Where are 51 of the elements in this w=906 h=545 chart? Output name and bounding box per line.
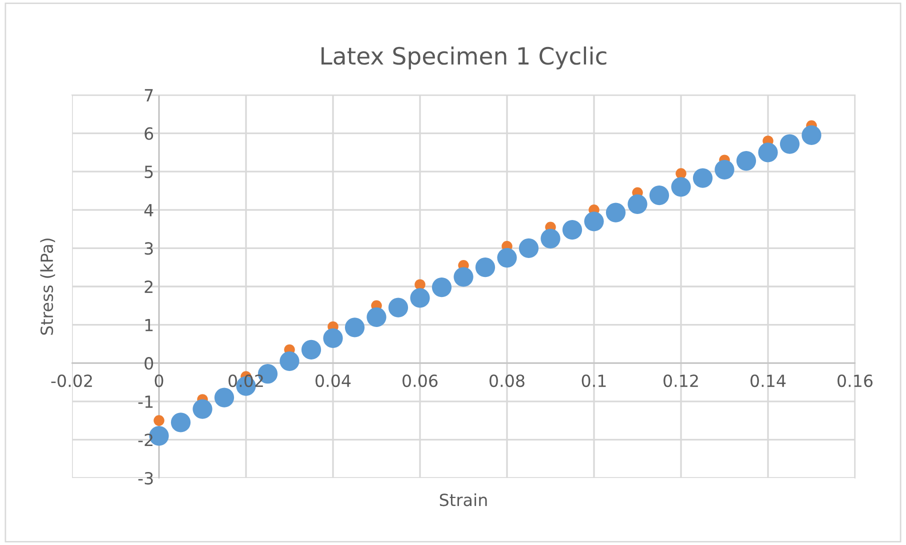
- x-tick-label: 0.1: [582, 374, 606, 388]
- point: [192, 399, 212, 419]
- point: [562, 220, 582, 240]
- point: [758, 142, 778, 162]
- y-tick-label: 1: [145, 318, 153, 332]
- point: [497, 248, 517, 268]
- point: [802, 125, 822, 146]
- x-tick-label: 0.06: [402, 374, 438, 388]
- y-tick-label: 3: [144, 242, 153, 255]
- y-tick-label: 4: [144, 204, 154, 216]
- y-tick-label: 5: [144, 166, 153, 178]
- y-tick-label: 6: [144, 127, 154, 140]
- x-tick-label: 0.14: [750, 374, 786, 388]
- point: [540, 228, 560, 248]
- point: [323, 328, 343, 348]
- point: [366, 307, 386, 327]
- point: [344, 318, 365, 338]
- point: [410, 288, 430, 308]
- point: [454, 267, 474, 287]
- y-tick-label: -3: [138, 472, 153, 485]
- chart-title: Latex Specimen 1 Cyclic: [322, 46, 606, 70]
- point: [518, 238, 539, 258]
- x-tick-label: 0: [154, 374, 164, 388]
- point: [606, 202, 626, 222]
- point: [692, 168, 713, 188]
- point: [170, 412, 191, 432]
- x-tick-label: -0.02: [51, 374, 92, 388]
- x-tick-label: 0.16: [838, 374, 873, 388]
- y-axis-title: Stress (kPa): [40, 238, 56, 335]
- point: [432, 277, 452, 298]
- y-tick-label: 0: [144, 357, 154, 370]
- x-tick-label: 0.12: [664, 374, 698, 388]
- point: [736, 151, 756, 171]
- point: [714, 160, 734, 180]
- point: [584, 212, 604, 232]
- point: [671, 177, 691, 197]
- x-tick-label: 0.08: [490, 374, 524, 388]
- y-tick-label: -1: [138, 396, 153, 408]
- x-axis-title: Strain: [440, 493, 487, 506]
- x-tick-label: 0.04: [316, 374, 351, 388]
- point: [388, 298, 408, 318]
- point: [214, 388, 234, 408]
- point: [301, 340, 322, 360]
- y-tick-label: 2: [144, 280, 152, 293]
- point: [780, 134, 800, 154]
- point: [475, 258, 496, 278]
- point: [628, 194, 648, 214]
- point: [649, 186, 670, 206]
- point: [154, 415, 164, 426]
- y-tick-label: 7: [144, 89, 153, 102]
- point: [280, 351, 300, 372]
